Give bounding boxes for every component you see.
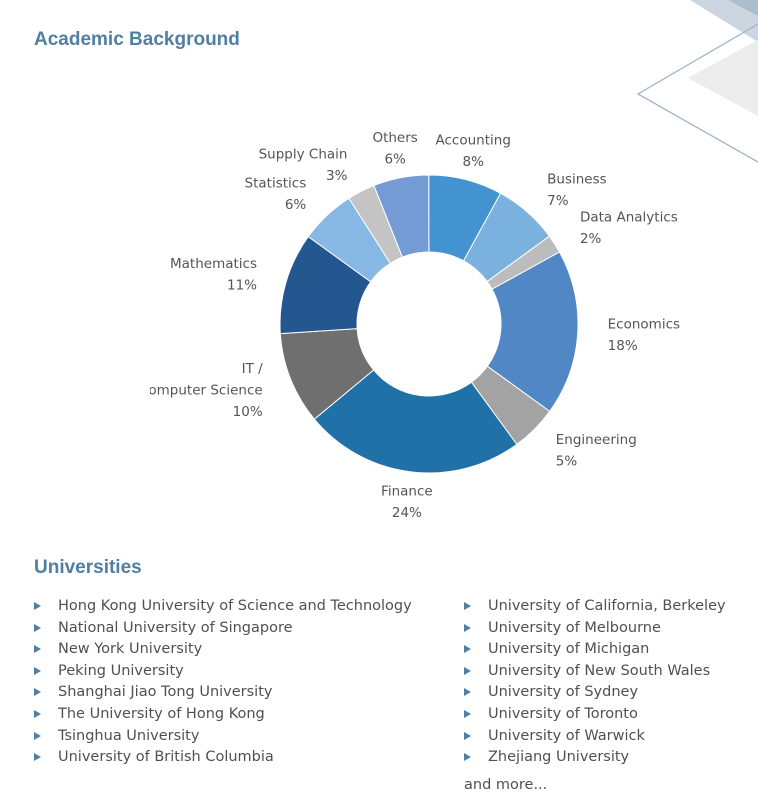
university-item: University of California, Berkeley <box>464 596 726 618</box>
university-name: University of British Columbia <box>58 749 274 766</box>
university-item: National University of Singapore <box>34 618 412 640</box>
triangle-bullet-icon <box>34 623 41 632</box>
label-supply-chain: Supply Chain 3% <box>259 146 348 184</box>
triangle-bullet-icon <box>34 602 41 610</box>
university-item: The University of Hong Kong <box>34 704 412 726</box>
university-name: University of California, Berkeley <box>488 598 726 614</box>
triangle-bullet-icon <box>34 688 41 697</box>
label-others: Others 6% <box>372 130 417 168</box>
label-engineering: Engineering 5% <box>556 432 637 470</box>
university-name: Zhejiang University <box>488 749 630 766</box>
label-it-computer-science: IT / Computer Science 10% <box>150 361 263 420</box>
triangle-bullet-icon <box>464 623 471 632</box>
university-name: Peking University <box>58 662 184 679</box>
university-item: Hong Kong University of Science and Tech… <box>34 596 412 618</box>
university-item: Peking University <box>34 661 412 683</box>
slice-finance <box>313 369 518 474</box>
university-name: New York University <box>58 641 203 658</box>
more-universities-note: and more... <box>464 777 548 793</box>
university-item: Zhejiang University <box>464 747 726 769</box>
university-item: Shanghai Jiao Tong University <box>34 682 412 704</box>
university-name: University of Toronto <box>488 705 638 722</box>
university-item: University of Warwick <box>464 726 726 748</box>
university-item: University of Toronto <box>464 704 726 726</box>
triangle-bullet-icon <box>464 688 471 697</box>
university-name: University of Warwick <box>488 727 645 744</box>
triangle-bullet-icon <box>464 753 471 762</box>
triangle-bullet-icon <box>34 731 41 740</box>
triangle-bullet-icon <box>464 666 471 675</box>
university-item: University of Michigan <box>464 639 726 661</box>
university-name: University of New South Wales <box>488 662 711 679</box>
university-item: University of British Columbia <box>34 747 412 769</box>
slice-others <box>373 174 430 258</box>
universities-heading: Universities <box>34 557 142 578</box>
university-name: Hong Kong University of Science and Tech… <box>58 598 412 614</box>
triangle-bullet-icon <box>464 709 471 718</box>
triangle-bullet-icon <box>34 709 41 718</box>
label-finance: Finance 24% <box>381 483 433 521</box>
university-name: The University of Hong Kong <box>58 705 265 722</box>
university-name: University of Melbourne <box>488 619 661 636</box>
university-name: Shanghai Jiao Tong University <box>58 684 273 701</box>
university-item: University of New South Wales <box>464 661 726 683</box>
university-name: National University of Singapore <box>58 619 293 636</box>
corner-decoration <box>636 0 758 163</box>
label-statistics: Statistics 6% <box>245 175 307 213</box>
triangle-bullet-icon <box>34 645 41 654</box>
university-name: University of Sydney <box>488 684 639 701</box>
label-accounting: Accounting 8% <box>436 132 511 170</box>
label-business: Business 7% <box>547 171 607 209</box>
triangle-bullet-icon <box>464 731 471 740</box>
triangle-bullet-icon <box>464 602 471 610</box>
label-mathematics: Mathematics 11% <box>170 256 257 294</box>
universities-list-right: University of California, Berkeley Univer… <box>464 596 726 769</box>
university-item: University of Melbourne <box>464 618 726 640</box>
university-item: New York University <box>34 639 412 661</box>
triangle-bullet-icon <box>464 645 471 654</box>
triangle-bullet-icon <box>34 666 41 675</box>
label-data-analytics: Data Analytics 2% <box>580 210 678 248</box>
slice-economics <box>486 251 579 413</box>
universities-list-left: Hong Kong University of Science and Tech… <box>34 596 412 769</box>
university-item: University of Sydney <box>464 682 726 704</box>
university-item: Tsinghua University <box>34 726 412 748</box>
university-name: University of Michigan <box>488 641 650 658</box>
university-name: Tsinghua University <box>58 727 200 744</box>
triangle-bullet-icon <box>34 753 41 762</box>
label-economics: Economics 18% <box>608 317 680 355</box>
academic-background-donut-chart: Accounting 8% Business 7%Data Analytics 2% Ec… <box>150 130 680 521</box>
academic-background-heading: Academic Background <box>34 29 240 50</box>
